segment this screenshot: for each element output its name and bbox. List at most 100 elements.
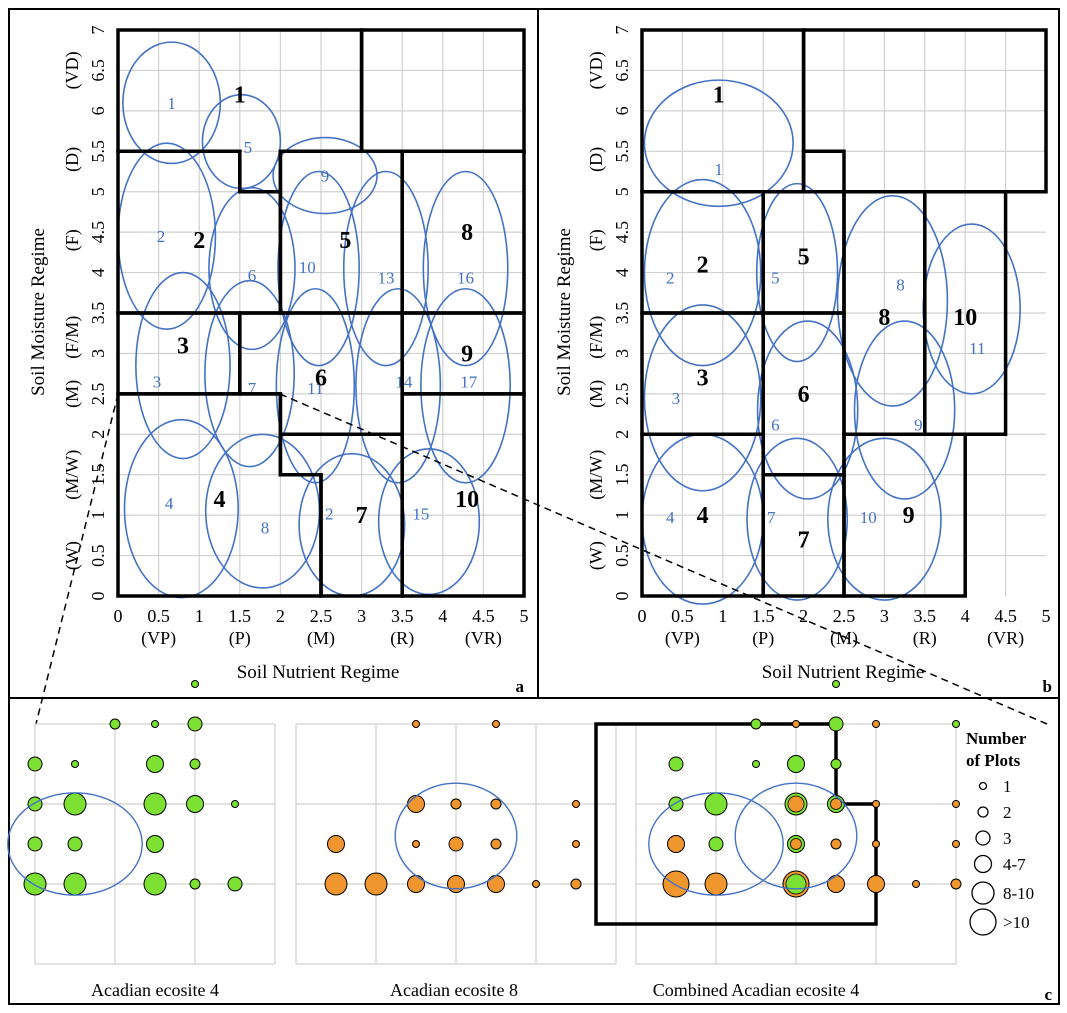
y-class-label: (D)	[62, 147, 83, 172]
ellipse-8	[836, 194, 949, 407]
y-tick-label: 5.5	[612, 140, 632, 163]
zone-9	[842, 432, 967, 598]
plot-point	[27, 836, 43, 852]
chart-b-xlabel: Soil Nutrient Regime	[762, 662, 925, 683]
plot-point	[492, 720, 500, 728]
zone-label-4: 4	[214, 487, 226, 513]
ellipse-label-9: 9	[321, 167, 330, 186]
plot-point	[532, 880, 540, 888]
zone-label-10: 10	[953, 305, 977, 331]
plot-point	[867, 875, 885, 893]
zone-label-4: 4	[697, 503, 709, 529]
plot-point	[828, 716, 844, 732]
plot-point	[708, 836, 724, 852]
y-tick-label: 0	[88, 592, 108, 601]
ecosite-ellipse	[648, 792, 784, 896]
plot-point	[830, 838, 842, 850]
x-tick-label: 4	[961, 606, 970, 626]
plot-point	[750, 718, 762, 730]
legend-entry-label: 8-10	[1003, 884, 1034, 903]
plot-point	[490, 798, 502, 810]
plot-point	[143, 792, 167, 816]
plot-point	[109, 718, 121, 730]
ellipse-label-13: 13	[377, 268, 394, 287]
zoom-connector-lines	[35, 393, 1048, 725]
plot-point	[67, 836, 83, 852]
ellipse-label-7: 7	[248, 379, 257, 398]
zone-label-6: 6	[798, 382, 810, 408]
zone-10	[923, 189, 1008, 437]
zone-label-8: 8	[878, 305, 890, 331]
plot-point	[231, 800, 239, 808]
x-tick-label: 2	[799, 606, 808, 626]
zone-label-5: 5	[339, 228, 351, 254]
ellipse-9	[272, 136, 378, 215]
plot-point	[143, 872, 167, 896]
y-class-label: (M)	[62, 380, 83, 408]
plot-point	[186, 795, 204, 813]
zone-label-6: 6	[315, 366, 327, 392]
legend-symbol	[971, 881, 995, 905]
y-tick-label: 2.5	[88, 383, 108, 406]
ellipse-7	[204, 279, 296, 468]
plot-point	[667, 835, 685, 853]
y-class-label: (M/W)	[62, 450, 83, 500]
zone-label-2: 2	[697, 252, 709, 278]
ellipse-1	[643, 79, 794, 208]
ellipse-label-5: 5	[244, 138, 253, 157]
y-tick-label: 1.5	[88, 463, 108, 486]
ellipse-label-9: 9	[914, 416, 923, 435]
plot-point	[27, 756, 43, 772]
x-tick-label: 0	[114, 606, 123, 626]
zone-label-3: 3	[177, 333, 189, 359]
y-class-label: (F/M)	[586, 316, 607, 359]
y-tick-label: 0.5	[88, 544, 108, 567]
x-class-label: (VR)	[987, 628, 1024, 649]
zone-label-7: 7	[798, 527, 810, 553]
x-tick-label: 3.5	[391, 606, 414, 626]
ellipse-label-1: 1	[167, 94, 176, 113]
zone-label-10: 10	[455, 487, 479, 513]
chart-b-ylabel: Soil Moisture Regime	[554, 228, 575, 396]
ellipse-label-10: 10	[860, 508, 877, 527]
y-tick-label: 0.5	[612, 544, 632, 567]
plot-point	[27, 796, 43, 812]
x-class-label: (VP)	[141, 628, 176, 649]
chart-a-ylabel: Soil Moisture Regime	[28, 228, 49, 396]
x-tick-label: 2.5	[310, 606, 333, 626]
plot-point-overlap	[785, 873, 807, 895]
legend-entry-label: 4-7	[1003, 855, 1026, 874]
chart-a-axes: 0 0.5 1 1.5 2 2.5 3 3.5 4 4.5 5 (VP) (P) (M) (R) (VR) 0 0…	[62, 26, 528, 650]
plot-point	[227, 876, 243, 892]
legend-symbol	[973, 854, 993, 874]
plot-point	[952, 720, 960, 728]
y-tick-label: 1.5	[612, 463, 632, 486]
x-tick-label: 3	[880, 606, 889, 626]
plot-point	[792, 720, 800, 728]
plot-point	[151, 720, 159, 728]
zone-10	[400, 392, 526, 598]
x-class-label: (P)	[752, 628, 774, 649]
x-tick-label: 1	[195, 606, 204, 626]
chart-a-panel-letter: a	[516, 677, 525, 696]
plot-point	[71, 760, 79, 768]
plot-point	[63, 872, 87, 896]
y-tick-label: 5	[88, 187, 108, 196]
legend-entry-label: 1	[1003, 777, 1012, 796]
plot-point	[872, 720, 880, 728]
zone-4	[640, 432, 765, 598]
zone-label-9: 9	[903, 503, 915, 529]
chart-c-subplot-1	[7, 680, 276, 965]
x-tick-label: 2	[276, 606, 285, 626]
legend-title-line-2: of Plots	[966, 751, 1021, 770]
plot-point	[146, 755, 164, 773]
y-tick-label: 5.5	[88, 140, 108, 163]
zone-label-5: 5	[798, 244, 810, 270]
ellipse-2	[643, 178, 762, 367]
ellipse-label-11: 11	[307, 379, 323, 398]
x-tick-label: 5	[520, 606, 529, 626]
plot-point	[704, 792, 728, 816]
